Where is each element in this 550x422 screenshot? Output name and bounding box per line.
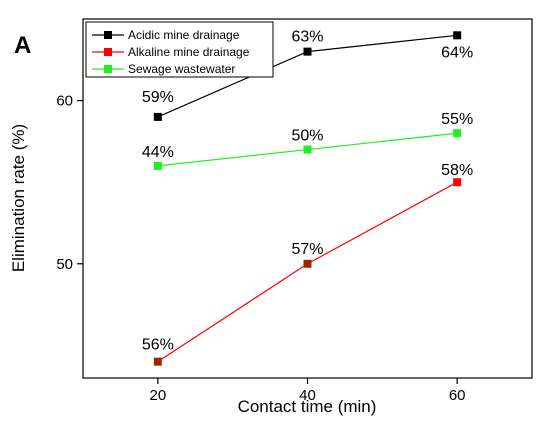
series-marker	[303, 47, 312, 56]
legend-label: Alkaline mine drainage	[128, 45, 250, 59]
legend: Acidic mine drainage Alkaline mine draina…	[85, 21, 274, 78]
legend-marker	[104, 31, 112, 39]
data-label: 63%	[291, 29, 323, 46]
data-label: 64%	[441, 44, 473, 61]
legend-label: Acidic mine drainage	[128, 28, 240, 42]
series-marker	[453, 178, 462, 187]
data-label: 58%	[441, 162, 473, 179]
legend-box	[85, 21, 274, 78]
series-marker	[453, 31, 462, 40]
y-tick-label: 60	[56, 93, 73, 110]
data-label: 59%	[142, 89, 174, 106]
series-line	[157, 181, 458, 363]
x-tick-label: 40	[299, 387, 316, 404]
series-marker	[453, 129, 462, 138]
series-marker	[303, 145, 312, 154]
data-label: 57%	[291, 241, 323, 258]
legend-marker	[104, 65, 112, 73]
x-tick-label: 20	[149, 387, 166, 404]
series-marker	[153, 357, 162, 366]
x-tick-label: 60	[449, 387, 466, 404]
series-marker	[153, 161, 162, 170]
y-axis-title: Elimination rate (%)	[9, 124, 28, 272]
x-axis-title: Contact time (min)	[238, 397, 377, 416]
series-marker	[303, 259, 312, 268]
data-label: 44%	[142, 144, 174, 161]
data-label: 55%	[441, 111, 473, 128]
legend-label: Sewage wastewater	[128, 62, 235, 76]
y-tick-label: 50	[56, 256, 73, 273]
series-marker	[153, 112, 162, 121]
legend-marker	[104, 48, 112, 56]
panel-label: A	[14, 32, 31, 59]
data-label: 50%	[291, 128, 323, 145]
data-label: 56%	[142, 337, 174, 354]
